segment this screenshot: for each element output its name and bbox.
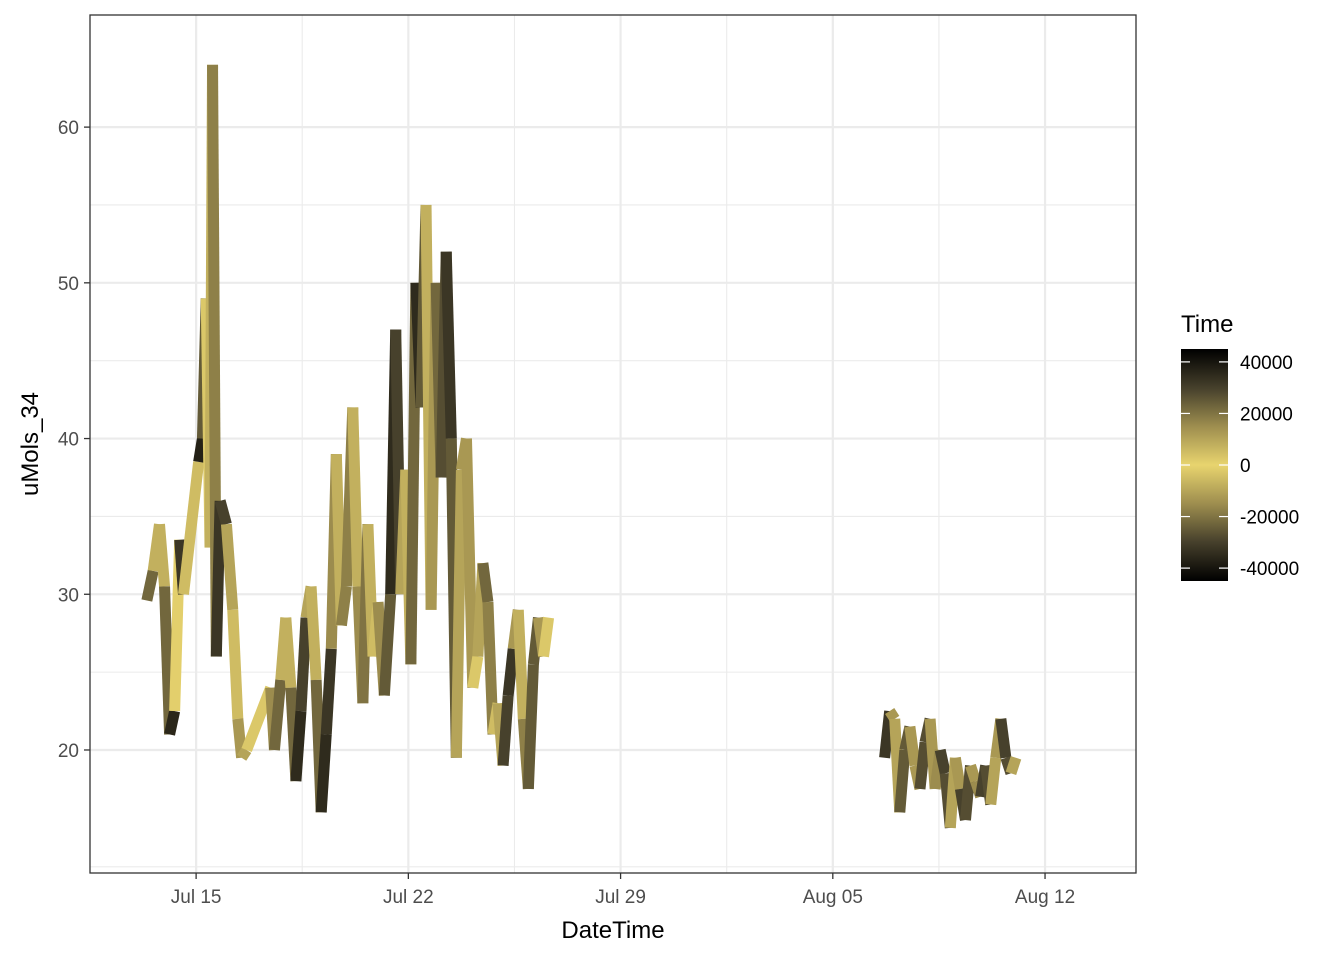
series-segment [477,562,494,603]
legend-ticks: 40000 20000 0 -20000 -40000 [1181,353,1299,580]
legend-label: -40000 [1240,559,1299,580]
series-segment [320,648,337,735]
series-segment [315,734,332,813]
series-segment [512,609,529,720]
y-axis-title: uMols_34 [17,392,44,496]
series-segment [995,718,1012,759]
series-segment [164,709,181,736]
x-tick-label: Aug 12 [1015,887,1075,908]
series-segment [450,469,467,758]
series-segment [538,616,555,658]
legend-label: -20000 [1240,508,1299,529]
series-segment [467,655,484,689]
legend-title: Time [1181,311,1233,338]
y-tick-label: 20 [58,741,79,762]
series-segment [502,648,519,697]
series-segment [193,437,208,463]
y-tick-label: 50 [58,274,79,295]
series-segment [378,593,397,696]
series-segment [236,746,252,761]
plot-panel-border [89,14,1137,874]
y-tick-label: 40 [58,430,79,451]
series-segment [497,695,514,766]
series-segment [985,757,1002,806]
series-segment [141,569,159,602]
series-segment [949,756,966,790]
series-segment [305,586,322,681]
x-tick-label: Aug 05 [803,887,863,908]
series-segment [153,523,171,587]
legend: Time 40000 20000 0 -20000 -40000 [1181,311,1299,581]
series-segment [522,664,539,790]
series-segment [894,749,911,813]
series-segment [227,609,244,720]
series-segment [290,710,307,782]
series-segment [335,585,352,627]
x-axis-title: DateTime [561,917,664,944]
x-tick-label: Jul 29 [595,887,646,908]
series-segment [347,407,364,587]
legend-label: 0 [1240,456,1251,477]
series-segment [295,617,312,712]
series-segment [159,586,176,735]
x-tick-label: Jul 15 [171,887,222,908]
series-segment [885,708,900,722]
series-segment [220,523,239,611]
series-segment [214,499,232,526]
plot-panel-background [90,15,1136,873]
series-segment [914,741,931,790]
series-segment [1005,756,1022,776]
grid-minor [90,15,1136,873]
series-segment [210,500,226,657]
series-segment [965,763,981,783]
series-segment [904,725,921,767]
series-segment [178,461,205,595]
x-tick-label: Jul 22 [383,887,434,908]
x-axis: Jul 15 Jul 22 Jul 29 Aug 05 Aug 12 [171,873,1075,908]
series-segment [440,251,457,439]
legend-label: 20000 [1240,404,1293,425]
series-segment [268,679,287,751]
series-segment [934,748,951,775]
series-layer [141,64,1022,829]
series-segment [460,438,479,688]
y-tick-label: 30 [58,585,79,606]
series-segment [280,617,297,689]
y-axis: 20 30 40 50 60 [58,118,90,762]
legend-label: 40000 [1240,353,1293,374]
y-tick-label: 60 [58,118,79,139]
